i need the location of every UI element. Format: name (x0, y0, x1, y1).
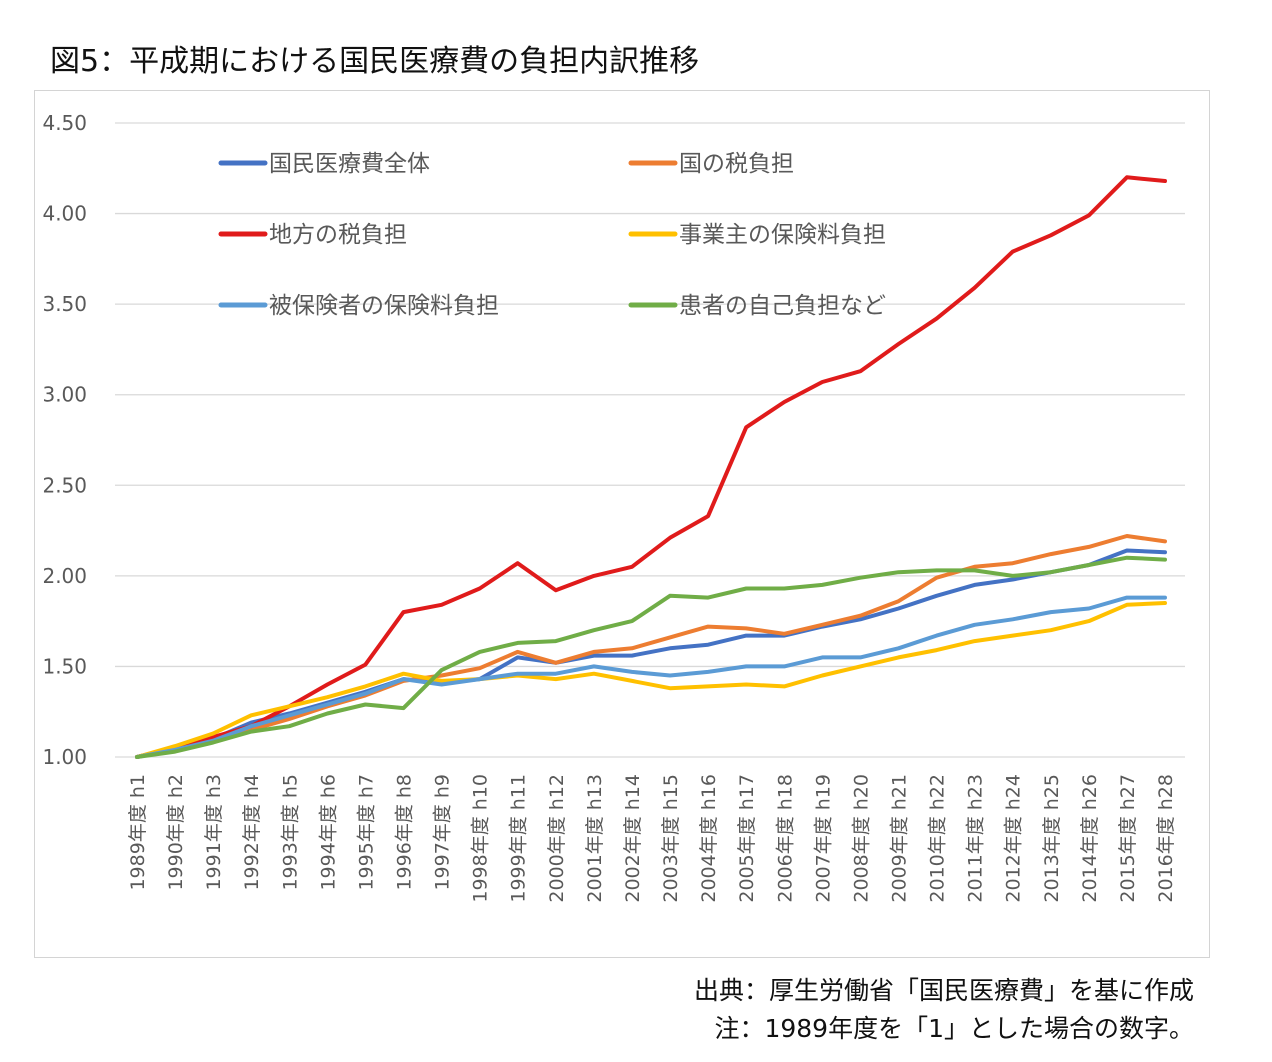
x-tick-label: 1998年度 h10 (470, 774, 492, 903)
y-tick-label: 3.00 (42, 383, 87, 407)
y-tick-label: 4.00 (42, 202, 87, 226)
series-line-3 (135, 175, 1167, 759)
x-tick-label: 2003年度 h15 (660, 774, 682, 903)
x-tick-label: 2004年度 h16 (698, 774, 720, 903)
y-tick-label: 3.50 (42, 292, 87, 316)
y-axis-ticks: 1.00 1.50 2.00 2.50 3.00 3.50 4.00 4.50 (42, 111, 87, 769)
x-tick-label: 2009年度 h21 (888, 774, 910, 903)
x-tick-label: 1991年度 h3 (203, 774, 225, 891)
x-tick-label: 2013年度 h25 (1041, 774, 1063, 903)
x-tick-label: 1992年度 h4 (241, 774, 263, 891)
y-tick-label: 2.50 (42, 473, 87, 497)
x-tick-label: 2014年度 h26 (1079, 774, 1101, 903)
series-line-4 (135, 601, 1167, 759)
legend-label: 患者の自己負担など (679, 293, 886, 319)
x-tick-label: 2015年度 h27 (1117, 774, 1139, 903)
y-tick-label: 2.00 (42, 564, 87, 588)
x-tick-label: 2005年度 h17 (736, 774, 758, 903)
series-line-6 (135, 555, 1167, 759)
x-tick-label: 2011年度 h23 (965, 774, 987, 903)
x-tick-label: 1990年度 h2 (165, 774, 187, 891)
y-tick-label: 1.50 (42, 654, 87, 678)
chart-frame: 1.00 1.50 2.00 2.50 3.00 3.50 4.00 4.50 1989年度 … (34, 90, 1210, 958)
x-tick-label: 1989年度 h1 (127, 774, 149, 891)
series-line-2 (135, 534, 1167, 759)
x-tick-label: 2016年度 h28 (1155, 774, 1177, 903)
x-tick-label: 1997年度 h9 (432, 774, 454, 891)
x-tick-label: 2001年度 h13 (584, 774, 606, 903)
y-tick-label: 1.00 (42, 745, 87, 769)
series-line-5 (135, 595, 1167, 759)
x-tick-label: 1993年度 h5 (279, 774, 301, 891)
x-tick-label: 2008年度 h20 (850, 774, 872, 903)
x-tick-label: 2006年度 h18 (774, 774, 796, 903)
legend-label: 被保険者の保険料負担 (269, 293, 499, 319)
source-note: 出典：厚生労働省「国民医療費」を基に作成 (693, 976, 1194, 1005)
gridlines (115, 122, 1185, 758)
footnotes: 出典：厚生労働省「国民医療費」を基に作成 注：1989年度を「1」とした場合の数… (694, 972, 1194, 1048)
explanatory-note: 注：1989年度を「1」とした場合の数字。 (714, 1014, 1194, 1043)
x-tick-label: 1996年度 h8 (394, 774, 416, 891)
line-chart: 1.00 1.50 2.00 2.50 3.00 3.50 4.00 4.50 1989年度 … (42, 111, 1185, 903)
x-tick-label: 2010年度 h22 (927, 774, 949, 903)
x-tick-label: 2007年度 h19 (812, 774, 834, 903)
x-tick-label: 2002年度 h14 (622, 774, 644, 903)
x-tick-label: 2000年度 h12 (546, 774, 568, 903)
x-tick-label: 1995年度 h7 (355, 774, 377, 891)
legend-label: 事業主の保険料負担 (679, 222, 886, 248)
legend-label: 地方の税負担 (269, 222, 407, 248)
legend-label: 国民医療費全体 (269, 151, 430, 177)
series-lines (135, 175, 1167, 759)
y-tick-label: 4.50 (42, 111, 87, 135)
x-axis-ticks: 1989年度 h1 1990年度 h2 1991年度 h3 1992年度 h4 1993… (127, 774, 1177, 903)
legend-label: 国の税負担 (679, 151, 794, 177)
x-tick-label: 1994年度 h6 (317, 774, 339, 891)
x-tick-label: 1999年度 h11 (508, 774, 530, 903)
x-tick-label: 2012年度 h24 (1003, 774, 1025, 903)
figure-title: 図5：平成期における国民医療費の負担内訳推移 (50, 44, 700, 79)
